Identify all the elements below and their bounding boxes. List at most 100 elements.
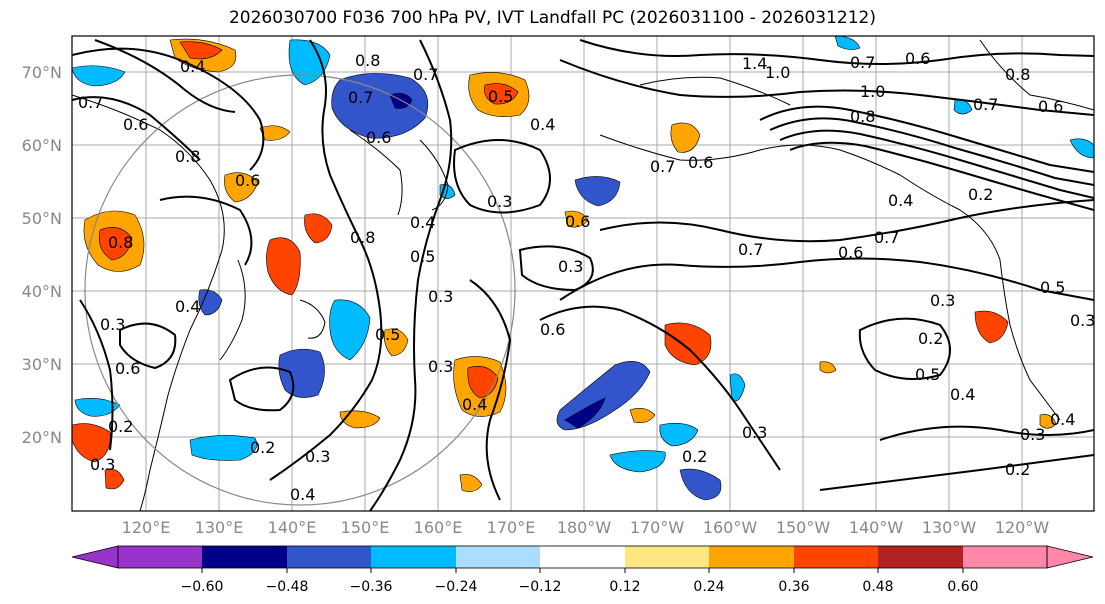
- colorbar-tick-label: −0.60: [181, 579, 224, 595]
- contour-label: 0.7: [850, 53, 875, 72]
- colorbar-seg: [625, 546, 709, 568]
- pv-positive-blob: [629, 408, 656, 423]
- latitude-labels: 70°N 60°N 50°N 40°N 30°N 20°N: [22, 63, 62, 447]
- contour-label: 0.3: [930, 291, 955, 310]
- colorbar-tick-label: 0.12: [609, 579, 640, 595]
- pv-positive-blob: [384, 328, 409, 357]
- contour-label: 0.3: [742, 423, 767, 442]
- contour-label: 0.2: [1005, 460, 1030, 479]
- pv-positive-blob: [459, 474, 483, 492]
- colorbar-tick-label: −0.48: [266, 579, 309, 595]
- contour-label: 0.7: [78, 93, 103, 112]
- colorbar-seg: [709, 546, 794, 568]
- contour-label: 0.6: [115, 359, 140, 378]
- pv-contours: [72, 39, 1094, 511]
- lon-label: 140°E: [268, 518, 317, 537]
- pv-negative-blob: [564, 397, 606, 429]
- lon-label: 170°E: [487, 518, 536, 537]
- chart-title: 2026030700 F036 700 hPa PV, IVT Landfall…: [228, 8, 876, 28]
- contour-label: 1.0: [765, 63, 790, 82]
- map-frame: [71, 35, 1095, 512]
- pv-negative-blob: [72, 65, 126, 87]
- contour-label: 0.8: [108, 233, 133, 252]
- colorbar: −0.60 −0.48 −0.36 −0.24 −0.12 0.12 0.24 …: [71, 545, 1094, 595]
- pv-positive-blob: [179, 41, 223, 60]
- colorbar-seg: [540, 546, 625, 568]
- pv-positive-blob: [974, 310, 1009, 344]
- colorbar-seg: [202, 546, 287, 568]
- contour-label: 0.6: [688, 153, 713, 172]
- contour-label: 0.3: [305, 447, 330, 466]
- pv-negative-blob: [198, 289, 223, 316]
- longitude-labels: 120°E 130°E 140°E 150°E 160°E 170°E 180°…: [122, 518, 1050, 537]
- contour-label: 0.6: [235, 171, 260, 190]
- lat-label: 30°N: [22, 355, 62, 374]
- lon-label: 120°W: [995, 518, 1050, 537]
- pv-positive-blob: [664, 322, 712, 366]
- lon-label: 160°W: [703, 518, 758, 537]
- contour-label: 1.4: [742, 54, 767, 73]
- pv-negative-blob: [74, 398, 121, 417]
- colorbar-tick-label: 0.24: [693, 579, 724, 595]
- pv-negative-blob: [679, 468, 722, 501]
- pv-negative-blob: [331, 73, 429, 139]
- contour-label: 0.8: [850, 107, 875, 126]
- pv-positive-blob: [72, 423, 111, 463]
- lat-label: 50°N: [22, 209, 62, 228]
- contour-label: 0.3: [487, 192, 512, 211]
- colorbar-seg: [794, 546, 878, 568]
- lon-label: 120°E: [122, 518, 171, 537]
- colorbar-extend-left: [71, 545, 119, 569]
- contour-label: 0.3: [428, 357, 453, 376]
- pv-shading: [72, 36, 1094, 501]
- pv-negative-blob: [288, 39, 331, 86]
- contour-label: 0.3: [1020, 425, 1045, 444]
- pv-positive-blob: [670, 122, 701, 153]
- pv-positive-blob: [224, 172, 259, 203]
- contour-label: 0.3: [100, 315, 125, 334]
- lon-label: 150°W: [776, 518, 831, 537]
- contour-labels: 0.8 0.7 0.6 0.7 0.4 0.5 0.6 0.7 0.8 0.6 …: [78, 49, 1095, 504]
- contour-label: 1.0: [860, 82, 885, 101]
- contour-label: 0.3: [90, 455, 115, 474]
- lon-label: 170°W: [630, 518, 685, 537]
- contour-label: 0.7: [348, 88, 373, 107]
- pv-negative-blob: [189, 435, 257, 461]
- contour-label: 0.5: [488, 87, 513, 106]
- pv-positive-blob: [564, 210, 589, 228]
- pv-positive-blob: [339, 410, 381, 429]
- contour-label: 0.7: [738, 240, 763, 259]
- contour-label: 0.3: [1070, 311, 1095, 330]
- projection-boundary: [84, 74, 516, 506]
- contour-label: 0.6: [1038, 97, 1063, 116]
- colorbar-seg: [456, 546, 540, 568]
- contour-label: 0.4: [290, 485, 315, 504]
- contour-label: 0.2: [250, 438, 275, 457]
- colorbar-tick-label: −0.36: [350, 579, 393, 595]
- contour-label: 0.6: [838, 243, 863, 262]
- lat-label: 40°N: [22, 282, 62, 301]
- pv-positive-blob: [259, 125, 291, 141]
- contour-label: 0.6: [366, 128, 391, 147]
- pv-negative-blob: [329, 299, 371, 361]
- colorbar-tick-label: 0.36: [778, 579, 809, 595]
- colorbar-seg: [878, 546, 963, 568]
- contour-label: 0.4: [530, 115, 555, 134]
- contour-label: 0.4: [175, 297, 200, 316]
- contour-label: 0.5: [410, 247, 435, 266]
- pv-positive-blob: [484, 83, 519, 105]
- contour-label: 0.6: [540, 320, 565, 339]
- contour-label: 0.8: [350, 228, 375, 247]
- pv-negative-blob: [609, 450, 666, 473]
- contour-label: 0.6: [905, 49, 930, 68]
- contour-label: 0.6: [123, 115, 148, 134]
- colorbar-seg: [287, 546, 371, 568]
- contour-label: 0.2: [968, 185, 993, 204]
- contour-label: 0.7: [874, 228, 899, 247]
- pv-positive-blob: [819, 361, 837, 374]
- colorbar-seg: [371, 546, 456, 568]
- lon-label: 130°E: [195, 518, 244, 537]
- contour-label: 0.5: [915, 365, 940, 384]
- contour-label: 0.7: [973, 95, 998, 114]
- colorbar-frame: [117, 545, 1048, 569]
